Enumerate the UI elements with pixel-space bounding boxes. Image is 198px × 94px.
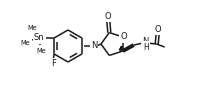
Text: O: O <box>120 32 127 41</box>
Text: N: N <box>143 37 149 46</box>
Text: Me: Me <box>27 25 37 30</box>
Text: Me: Me <box>21 40 30 46</box>
Text: F: F <box>51 59 56 68</box>
Text: Sn: Sn <box>34 33 45 42</box>
Text: O: O <box>105 12 112 21</box>
Text: N: N <box>91 41 97 50</box>
Text: H: H <box>143 43 148 52</box>
Text: Me: Me <box>36 48 46 54</box>
Text: O: O <box>154 25 161 34</box>
